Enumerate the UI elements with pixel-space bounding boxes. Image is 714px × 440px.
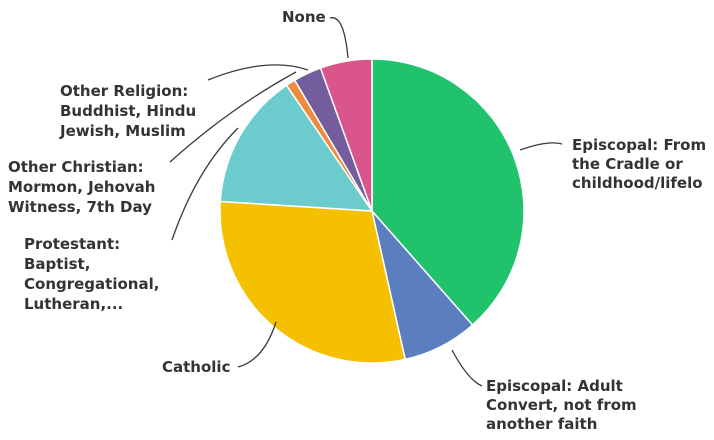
slice-label-line: Other Christian: <box>8 158 144 176</box>
slice-label-line: Jewish, Muslim <box>59 122 186 140</box>
leader-line-protestant <box>171 127 239 241</box>
slice-label-protestant: Protestant: Baptist, Congregational, Luther… <box>24 235 159 313</box>
slice-label-line: another faith <box>486 415 597 433</box>
slice-label-line: Buddhist, Hindu <box>60 102 196 120</box>
pie-slice-protestant <box>219 84 374 212</box>
pie-slice-none <box>319 58 373 212</box>
slice-label-line: Congregational, <box>24 275 159 293</box>
slice-label-catholic: Catholic <box>162 358 230 376</box>
leader-line-none <box>329 17 349 59</box>
slice-label-line: Baptist, <box>24 255 90 273</box>
slice-label-line: childhood/lifelo <box>572 174 703 192</box>
pie-slice-catholic <box>219 200 407 364</box>
slice-label-line: None <box>282 8 326 26</box>
leader-line-catholic <box>237 321 277 368</box>
slice-label-line: Catholic <box>162 358 230 376</box>
pie-slice-episcopal-from <box>371 58 525 327</box>
leader-line-other-religion <box>207 64 309 81</box>
leader-line-episcopal-adult <box>451 349 483 387</box>
slice-label-line: Other Religion: <box>60 82 188 100</box>
leader-line-other-christian <box>169 71 297 163</box>
slice-label-other-religion: Other Religion: Buddhist, Hindu Jewish, Mu… <box>59 82 196 140</box>
slice-label-episcopal-from: Episcopal: From the Cradle or childhood/li… <box>572 136 706 192</box>
slice-label-line: Convert, not from <box>486 396 637 414</box>
slice-label-line: Episcopal: Adult <box>486 377 623 395</box>
slice-label-other-christian: Other Christian: Mormon, Jehovah Witness, … <box>8 158 155 216</box>
slice-label-line: Mormon, Jehovah <box>8 178 155 196</box>
slice-label-line: Witness, 7th Day <box>8 198 152 216</box>
slice-label-line: the Cradle or <box>572 155 683 173</box>
slice-label-line: Protestant: <box>24 235 120 253</box>
slice-label-line: Episcopal: From <box>572 136 706 154</box>
leader-line-episcopal-from <box>519 142 563 151</box>
slice-label-none: None <box>282 8 326 26</box>
slice-label-episcopal-adult: Episcopal: Adult Convert, not from another… <box>486 377 637 433</box>
slice-label-line: Lutheran,... <box>24 295 123 313</box>
